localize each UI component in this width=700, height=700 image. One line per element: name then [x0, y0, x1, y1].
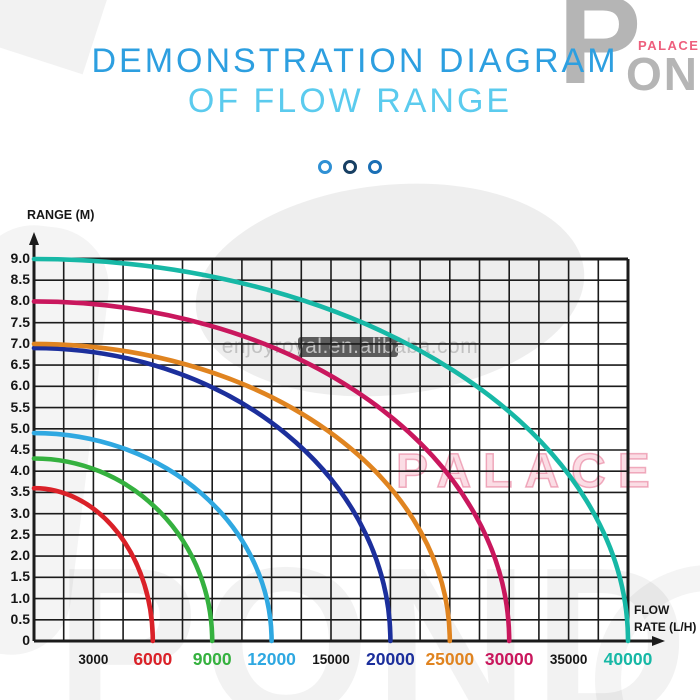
y-tick-label: 8.5 [10, 271, 30, 288]
curve-pump-30000 [31, 299, 512, 644]
y-tick-label: 7.0 [10, 334, 30, 351]
curve-pump-6000 [31, 485, 156, 644]
y-tick-label: 7.5 [10, 313, 30, 330]
x-tick-label: 30000 [484, 649, 534, 669]
y-tick-label: 4.0 [10, 462, 30, 479]
x-tick-label: 35000 [549, 652, 588, 667]
y-tick-label: 0.5 [10, 610, 30, 627]
y-tick-label: 4.5 [10, 441, 30, 457]
curve-pump-40000 [31, 256, 631, 644]
curve-pump-9000 [31, 456, 215, 644]
dot-icon [318, 160, 332, 174]
logo-initial: P [558, 0, 642, 110]
y-axis-title: RANGE (M) [27, 208, 95, 222]
pond-palace-logo: P PALACE OND [558, 0, 700, 125]
y-tick-label: 8.0 [10, 292, 30, 309]
y-tick-label: 5.0 [10, 419, 30, 436]
curve-pump-12000 [31, 430, 274, 644]
y-tick-label: 1.5 [10, 568, 30, 585]
x-tick-label: 3000 [78, 652, 109, 667]
y-tick-label: 3.0 [10, 504, 30, 521]
page-title-line2: OF FLOW RANGE [187, 82, 513, 120]
y-tick-label: 0 [22, 632, 30, 648]
dot-icon [368, 160, 382, 174]
logo-rest-text: OND [626, 48, 700, 100]
logo-palace-text: PALACE [638, 38, 700, 53]
y-tick-label: 1.0 [10, 589, 30, 606]
x-tick-label: 40000 [603, 649, 653, 669]
x-tick-label: 9000 [192, 649, 232, 669]
y-tick-label: 5.5 [10, 398, 30, 415]
curve-pump-20000 [31, 345, 393, 644]
page-title-line1: DEMONSTRATION DIAGRAM [91, 42, 619, 80]
x-tick-label: 20000 [366, 649, 415, 669]
y-tick-label: 6.0 [10, 377, 30, 394]
x-axis-title-line2: RATE (L/H) [634, 620, 697, 634]
x-tick-label: 12000 [247, 649, 296, 669]
watermark-dark-pill [298, 337, 398, 357]
y-tick-label: 9.0 [10, 250, 30, 266]
x-axis-title-line1: FLOW [634, 603, 670, 617]
decorative-dots [0, 160, 700, 174]
y-tick-label: 3.5 [10, 483, 30, 500]
y-tick-label: 6.5 [10, 356, 30, 373]
x-tick-label: 6000 [133, 649, 173, 669]
y-tick-label: 2.5 [10, 525, 30, 542]
y-tick-label: 2.0 [10, 547, 30, 564]
x-tick-label: 25000 [425, 649, 475, 669]
curve-pump-25000 [31, 341, 453, 644]
dot-icon [343, 160, 357, 174]
x-tick-label: 15000 [312, 652, 350, 667]
